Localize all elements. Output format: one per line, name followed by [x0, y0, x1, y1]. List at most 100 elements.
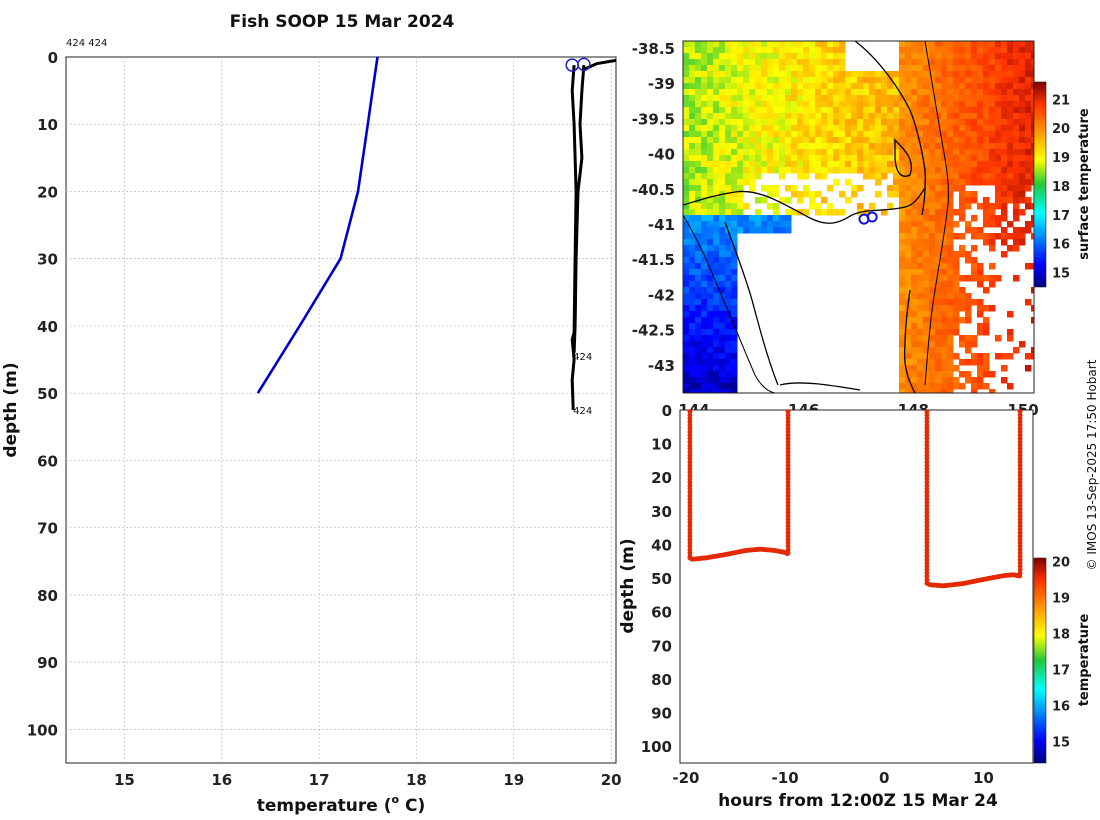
sst-cell	[887, 137, 894, 144]
sst-cell	[701, 83, 708, 90]
sst-cell	[899, 383, 906, 390]
sst-cell	[785, 89, 792, 96]
sst-cell	[743, 101, 750, 108]
sst-cell	[923, 191, 930, 198]
sst-cell	[1031, 59, 1034, 66]
sst-cell	[749, 221, 756, 228]
sst-cell	[905, 59, 912, 66]
sst-cell	[695, 245, 702, 252]
sst-cell	[689, 389, 696, 393]
sst-cell	[779, 65, 786, 72]
sst-cell	[713, 383, 720, 390]
sst-cell	[839, 95, 846, 102]
sst-cell	[1013, 83, 1020, 90]
sst-cell	[851, 101, 858, 108]
sst-cell	[953, 41, 960, 48]
sst-cell	[683, 305, 690, 312]
sst-cell	[749, 149, 756, 156]
sst-cell	[1025, 155, 1032, 162]
sst-cell	[911, 275, 918, 282]
sst-cell	[743, 119, 750, 126]
sst-cell	[719, 83, 726, 90]
section-point	[924, 439, 930, 445]
sst-cell	[851, 149, 858, 156]
sst-cell	[701, 359, 708, 366]
sst-cell	[1025, 131, 1032, 138]
sst-cell	[917, 257, 924, 264]
sst-cell	[863, 89, 870, 96]
sst-cell	[923, 353, 930, 360]
section-point	[1017, 426, 1023, 431]
sst-cell	[725, 293, 732, 300]
sst-cell	[929, 371, 936, 378]
sst-cell	[905, 335, 912, 342]
sst-cell	[689, 119, 696, 126]
sst-cell	[695, 167, 702, 174]
sst-cell	[971, 353, 978, 360]
sst-cell	[959, 125, 966, 132]
sst-cell	[1025, 365, 1032, 372]
sst-cell	[725, 155, 732, 162]
sst-cell	[905, 263, 912, 270]
sst-cell	[947, 311, 954, 318]
sst-cell	[773, 221, 780, 228]
sst-cell	[737, 131, 744, 138]
sst-cell	[929, 119, 936, 126]
sst-cell	[947, 335, 954, 342]
sst-cell	[689, 95, 696, 102]
section-point	[924, 530, 930, 536]
sst-cell	[905, 179, 912, 186]
sst-cell	[905, 47, 912, 54]
bass-strait-islands	[894, 138, 912, 177]
section-point	[687, 412, 693, 418]
sst-cell	[773, 71, 780, 78]
sst-cell	[899, 161, 906, 168]
sst-cell	[893, 149, 900, 156]
sst-cell	[941, 275, 948, 282]
sst-cell	[731, 137, 738, 144]
sst-cell	[905, 293, 912, 300]
sst-cell	[851, 107, 858, 114]
sst-cell	[929, 287, 936, 294]
sst-cell	[941, 287, 948, 294]
sst-cell	[869, 143, 876, 150]
sst-cell	[725, 239, 732, 246]
sst-cell	[917, 269, 924, 276]
sst-cell	[701, 233, 708, 240]
section-point	[687, 520, 693, 526]
sst-cell	[689, 203, 696, 210]
sst-cell	[941, 317, 948, 324]
sst-cell	[731, 41, 738, 48]
sst-cell	[701, 137, 708, 144]
sst-cell	[911, 137, 918, 144]
sst-cell	[989, 155, 996, 162]
sst-cell	[953, 275, 960, 282]
sst-cell	[839, 167, 846, 174]
section-point	[1017, 429, 1023, 435]
sst-cell	[1031, 119, 1034, 126]
sst-cell	[839, 191, 846, 198]
sst-cell	[923, 83, 930, 90]
sst-cell	[941, 77, 948, 84]
sst-cell	[857, 161, 864, 168]
sst-cell	[929, 245, 936, 252]
sst-cell	[737, 95, 744, 102]
sst-cell	[1019, 149, 1026, 156]
sst-cell	[851, 143, 858, 150]
sst-cell	[731, 149, 738, 156]
sst-cell	[881, 161, 888, 168]
sst-cell	[707, 329, 714, 336]
sst-cell	[719, 95, 726, 102]
sst-cell	[995, 173, 1002, 180]
sst-cell	[911, 113, 918, 120]
sst-cell	[875, 89, 882, 96]
sst-cell	[695, 95, 702, 102]
sst-cell	[815, 167, 822, 174]
sst-cell	[689, 137, 696, 144]
sst-cell	[731, 287, 738, 294]
sst-cell	[947, 71, 954, 78]
sst-cell	[965, 137, 972, 144]
sst-cell	[1001, 47, 1008, 54]
sst-cell	[959, 83, 966, 90]
sst-cell	[881, 167, 888, 174]
